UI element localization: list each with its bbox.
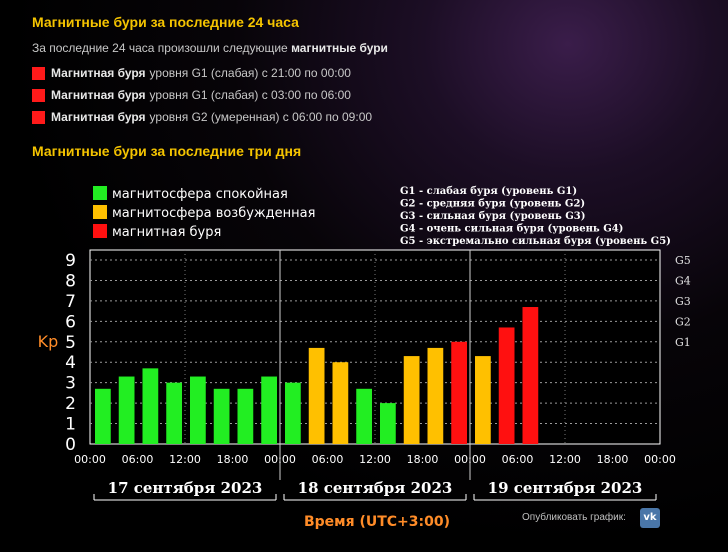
- g-scale-label: G5: [675, 254, 691, 267]
- y-tick-label: 1: [65, 415, 76, 435]
- storm-square-icon: [32, 88, 45, 102]
- x-tick-label: 18:00: [597, 453, 629, 466]
- y-axis-label: Kp: [38, 332, 59, 351]
- kp-bar: [498, 327, 515, 444]
- y-tick-label: 3: [65, 374, 76, 394]
- legend-swatch: [93, 224, 107, 238]
- legend-label: магнитосфера возбужденная: [112, 206, 315, 221]
- kp-bar: [380, 403, 396, 444]
- x-tick-label: 00:00: [264, 453, 296, 466]
- g-scale-label: G4: [675, 274, 691, 287]
- last-24h-title: Магнитные бури за последние 24 часа: [32, 14, 299, 30]
- kp-bar: [427, 347, 444, 444]
- storm-text: уровня G1 (слабая) с 21:00 по 00:00: [149, 66, 351, 80]
- storm-item: Магнитная буря уровня G1 (слабая) с 21:0…: [32, 66, 351, 80]
- scale-legend-item: G4 - очень сильная буря (уровень G4): [400, 224, 623, 235]
- x-tick-label: 06:00: [312, 453, 344, 466]
- legend-label: магнитная буря: [112, 225, 221, 240]
- kp-bar: [332, 362, 349, 444]
- day-label: 17 сентября 2023: [108, 479, 263, 497]
- kp-bar: [190, 376, 206, 444]
- kp-bar: [95, 388, 111, 444]
- storm-label: Магнитная буря: [51, 110, 146, 124]
- storm-label: Магнитная буря: [51, 88, 146, 102]
- kp-bar: [142, 368, 159, 444]
- x-tick-label: 00:00: [454, 453, 486, 466]
- scale-legend-item: G2 - средняя буря (уровень G2): [400, 199, 585, 210]
- y-tick-label: 9: [65, 251, 76, 271]
- y-tick-label: 6: [65, 312, 76, 332]
- share-label: Опубликовать график:: [522, 512, 626, 523]
- intro-bold: магнитные бури: [291, 41, 388, 55]
- storm-label: Магнитная буря: [51, 66, 146, 80]
- storm-square-icon: [32, 66, 45, 80]
- x-tick-label: 00:00: [74, 453, 106, 466]
- x-axis-label: Время (UTC+3:00): [304, 514, 450, 530]
- x-tick-label: 12:00: [549, 453, 581, 466]
- kp-bar: [285, 382, 301, 444]
- kp-bar: [308, 347, 325, 444]
- kp-bar: [522, 307, 539, 444]
- day-label: 18 сентября 2023: [298, 479, 453, 497]
- kp-bar: [356, 388, 372, 444]
- kp-bar: [261, 376, 277, 444]
- day-label: 19 сентября 2023: [488, 479, 643, 497]
- storm-text: уровня G2 (умеренная) с 06:00 по 09:00: [149, 110, 373, 124]
- kp-bar: [237, 388, 254, 444]
- x-tick-label: 00:00: [644, 453, 676, 466]
- kp-bar: [403, 356, 420, 444]
- storm-item: Магнитная буря уровня G2 (умеренная) с 0…: [32, 110, 372, 124]
- legend-swatch: [93, 205, 107, 219]
- kp-bar: [213, 388, 230, 444]
- x-tick-label: 12:00: [359, 453, 391, 466]
- vk-share-button[interactable]: vk: [640, 508, 660, 528]
- intro-text: За последние 24 часа произошли следующие: [32, 41, 292, 55]
- g-scale-label: G3: [675, 295, 691, 308]
- storm-item: Магнитная буря уровня G1 (слабая) с 03:0…: [32, 88, 351, 102]
- x-tick-label: 18:00: [407, 453, 439, 466]
- storm-square-icon: [32, 110, 45, 124]
- legend-label: магнитосфера спокойная: [112, 187, 288, 202]
- kp-bar: [166, 382, 182, 444]
- g-scale-label: G1: [675, 336, 691, 349]
- scale-legend-item: G1 - слабая буря (уровень G1): [400, 186, 577, 197]
- y-tick-label: 4: [65, 353, 76, 373]
- x-tick-label: 12:00: [169, 453, 201, 466]
- y-tick-label: 0: [65, 435, 76, 455]
- y-tick-label: 8: [65, 271, 76, 291]
- legend-swatch: [93, 186, 107, 200]
- y-tick-label: 7: [65, 292, 76, 312]
- three-days-title: Магнитные бури за последние три дня: [32, 143, 302, 159]
- kp-bar: [475, 356, 491, 444]
- kp-bar: [451, 341, 467, 444]
- y-tick-label: 2: [65, 394, 76, 414]
- x-tick-label: 06:00: [502, 453, 534, 466]
- storm-text: уровня G1 (слабая) с 03:00 по 06:00: [149, 88, 351, 102]
- scale-legend-item: G3 - сильная буря (уровень G3): [400, 211, 585, 222]
- y-tick-label: 5: [65, 333, 76, 353]
- kp-bar: [118, 376, 135, 444]
- x-tick-label: 06:00: [122, 453, 154, 466]
- last-24h-intro: За последние 24 часа произошли следующие…: [32, 41, 388, 55]
- g-scale-label: G2: [675, 315, 691, 328]
- scale-legend-item: G5 - экстремально сильная буря (уровень …: [400, 236, 671, 247]
- x-tick-label: 18:00: [217, 453, 249, 466]
